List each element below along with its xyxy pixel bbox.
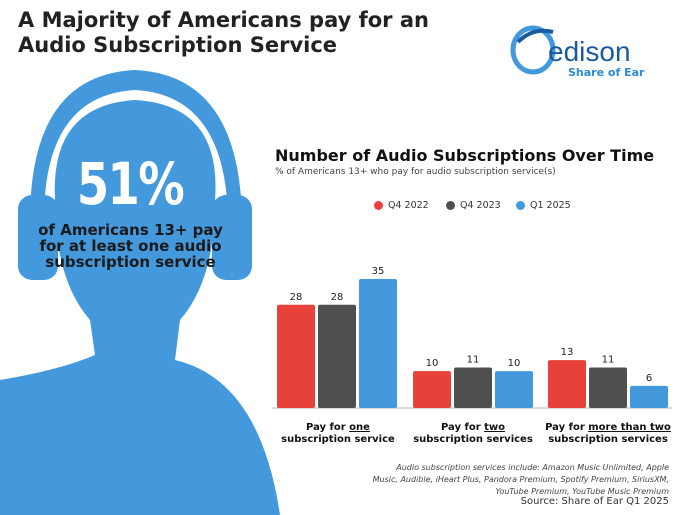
edison-logo-icon: [510, 25, 556, 75]
legend-swatch: [446, 201, 455, 210]
stat-text: of Americans 13+ pay for at least one au…: [38, 221, 223, 271]
source: Source: Share of Ear Q1 2025: [520, 496, 669, 507]
bar: [413, 371, 451, 408]
bar: [359, 279, 397, 408]
bar: [495, 371, 533, 408]
data-label: 35: [372, 266, 385, 277]
page-title: A Majority of Americans pay for an Audio…: [18, 8, 429, 57]
logo-tagline: Share of Ear: [568, 66, 645, 79]
bar: [277, 304, 315, 408]
bar: [589, 367, 627, 408]
data-label: 11: [467, 354, 480, 365]
legend-item: Q4 2022: [374, 200, 429, 211]
bar: [454, 367, 492, 408]
data-label: 13: [561, 347, 574, 358]
footnote: Audio subscription services include: Ama…: [372, 463, 669, 496]
bar: [630, 385, 668, 408]
bar: [318, 304, 356, 408]
legend-swatch: [374, 201, 383, 210]
legend-item: Q4 2023: [446, 200, 501, 211]
category-label: Pay for two subscription services: [413, 422, 533, 445]
category-label: Pay for one subscription service: [281, 422, 395, 445]
bar: [548, 360, 586, 408]
data-label: 28: [290, 292, 303, 303]
data-label: 10: [426, 358, 439, 369]
data-label: 6: [646, 373, 652, 384]
stat-value: 51%: [76, 150, 185, 218]
legend-swatch: [516, 201, 525, 210]
legend-item: Q1 2025: [516, 200, 571, 211]
category-label: Pay for more than two subscription servic…: [545, 422, 671, 445]
logo-name: edison: [548, 36, 631, 67]
data-label: 10: [508, 358, 521, 369]
data-label: 11: [602, 354, 615, 365]
chart-title: Number of Audio Subscriptions Over Time: [275, 146, 655, 165]
headphones-silhouette: [0, 70, 280, 515]
chart-subtitle: % of Americans 13+ who pay for audio sub…: [275, 167, 556, 177]
data-label: 28: [331, 292, 344, 303]
